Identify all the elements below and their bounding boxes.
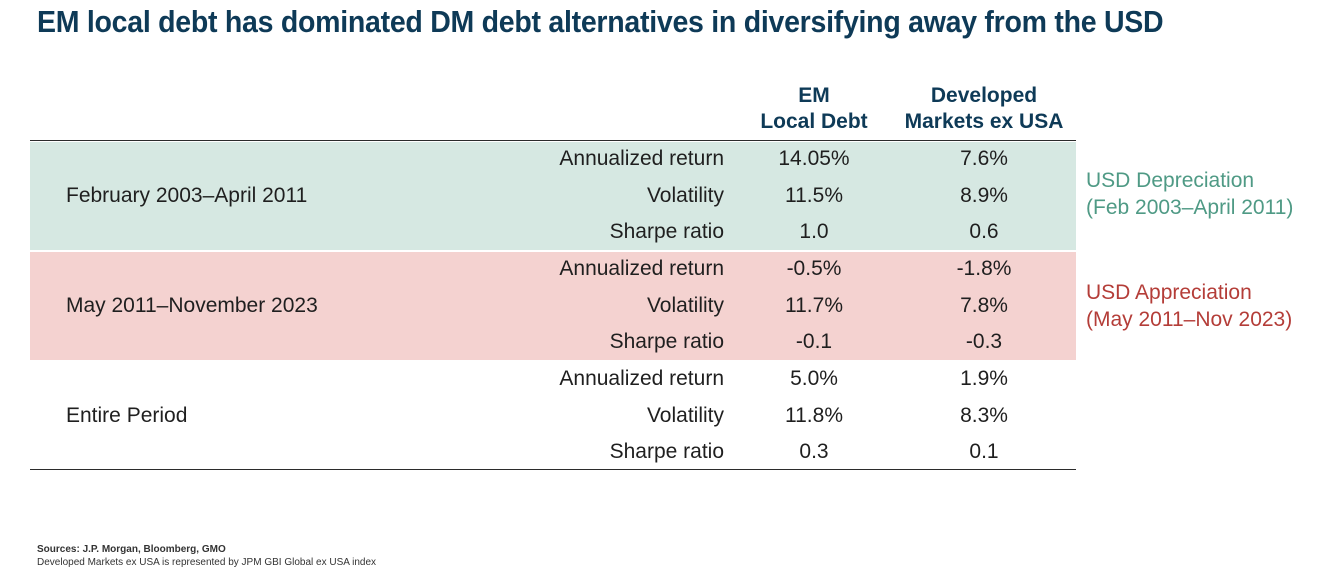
column-header-line: Developed <box>930 84 1038 107</box>
column-header-developed-markets: Developed Markets ex USA <box>900 83 1068 135</box>
developed-markets-value: 7.8% <box>960 294 1008 317</box>
usd-depreciation-annotation: USD Depreciation (Feb 2003–April 2011) <box>1086 167 1293 221</box>
developed-markets-value: 1.9% <box>960 367 1008 390</box>
table-bottom-rule <box>30 469 1076 470</box>
index-note: Developed Markets ex USA is represented … <box>37 557 377 568</box>
developed-markets-value: 8.9% <box>960 184 1008 207</box>
developed-markets-value: 8.3% <box>960 404 1008 427</box>
developed-markets-value: -0.3 <box>965 330 1003 353</box>
em-local-debt-value: 1.0 <box>799 220 829 243</box>
column-header-em-local-debt: EM Local Debt <box>752 83 876 135</box>
annotation-line: USD Depreciation <box>1086 169 1255 192</box>
period-label: Entire Period <box>66 404 188 427</box>
metric-label: Annualized return <box>559 257 724 280</box>
em-local-debt-value: 14.05% <box>778 147 850 170</box>
annotation-line: USD Appreciation <box>1086 281 1252 304</box>
column-header-line: EM <box>798 84 830 107</box>
chart-title: EM local debt has dominated DM debt alte… <box>37 4 1164 39</box>
period-label: May 2011–November 2023 <box>66 294 318 317</box>
em-local-debt-value: 11.5% <box>785 184 843 207</box>
metric-label: Annualized return <box>559 147 724 170</box>
metric-label: Annualized return <box>559 367 724 390</box>
metric-label: Sharpe ratio <box>609 330 724 353</box>
em-local-debt-value: 11.8% <box>785 404 843 427</box>
annotation-line: (May 2011–Nov 2023) <box>1086 308 1293 331</box>
annotation-line: (Feb 2003–April 2011) <box>1086 196 1294 219</box>
metric-label: Volatility <box>646 294 724 317</box>
developed-markets-value: -1.8% <box>956 257 1012 280</box>
em-local-debt-value: 5.0% <box>790 367 838 390</box>
period-label: February 2003–April 2011 <box>66 184 308 207</box>
metric-label: Sharpe ratio <box>609 220 724 243</box>
column-header-line: Local Debt <box>760 110 868 133</box>
period-band <box>30 142 1076 250</box>
source-note: Sources: J.P. Morgan, Bloomberg, GMO <box>37 544 226 555</box>
developed-markets-value: 7.6% <box>960 147 1008 170</box>
em-local-debt-value: 0.3 <box>799 440 829 463</box>
em-local-debt-value: -0.1 <box>795 330 833 353</box>
table-top-rule <box>30 140 1076 141</box>
period-band <box>30 252 1076 360</box>
metric-label: Sharpe ratio <box>609 440 724 463</box>
developed-markets-value: 0.1 <box>969 440 999 463</box>
developed-markets-value: 0.6 <box>969 220 999 243</box>
metric-label: Volatility <box>646 184 724 207</box>
column-header-line: Markets ex USA <box>904 110 1064 133</box>
usd-appreciation-annotation: USD Appreciation (May 2011–Nov 2023) <box>1086 279 1292 333</box>
em-local-debt-value: 11.7% <box>785 294 843 317</box>
metric-label: Volatility <box>646 404 724 427</box>
em-local-debt-value: -0.5% <box>786 257 842 280</box>
